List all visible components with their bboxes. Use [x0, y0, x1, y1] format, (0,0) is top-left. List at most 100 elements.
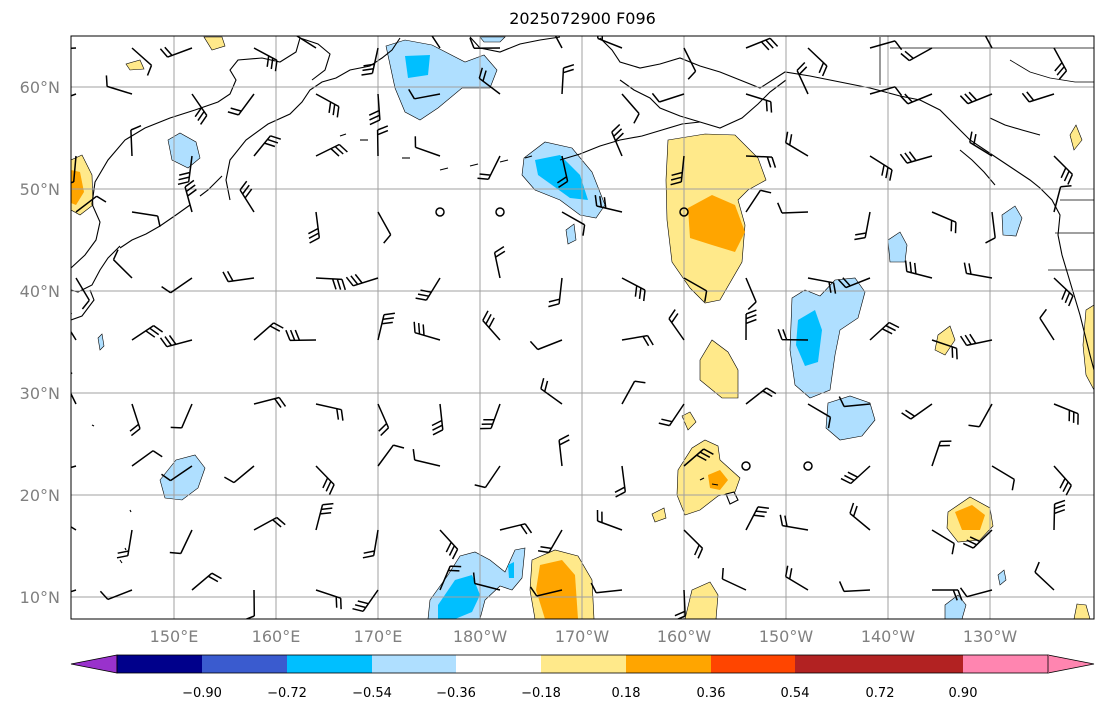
wind-barb: [745, 506, 769, 531]
wind-barb: [904, 260, 933, 279]
wind-barb: [116, 529, 133, 559]
wind-barb: [224, 465, 255, 484]
wind-barb: [75, 277, 90, 310]
lon-label-180w: 180°W: [453, 627, 508, 646]
wind-barb: [807, 403, 832, 429]
lat-label-20n: 20°N: [20, 486, 60, 505]
wind-barb: [71, 47, 77, 50]
wind-barb: [71, 93, 77, 97]
wind-barb: [674, 589, 686, 619]
latitude-labels: 60°N 50°N 40°N 30°N 20°N 10°N: [20, 78, 60, 607]
lon-label-170w: 170°W: [555, 627, 610, 646]
wind-barb: [721, 567, 747, 591]
wind-barb: [837, 277, 871, 289]
wind-barb: [169, 529, 193, 555]
map-title: 2025072900 F096: [509, 9, 656, 28]
colorbar-swatch: [626, 655, 712, 673]
wind-barb: [244, 589, 256, 619]
wind-barb: [131, 450, 163, 467]
wind-barb: [408, 89, 441, 100]
wind-barb: [651, 92, 685, 103]
wind-barb: [869, 321, 900, 341]
colorbar-label: −0.18: [521, 686, 561, 701]
wind-barb: [1053, 47, 1068, 80]
wind-barb: [807, 47, 828, 77]
wind-barb: [222, 270, 255, 283]
colorbar-label: 0.72: [866, 686, 895, 701]
wind-barb: [968, 403, 993, 428]
calm-wind-marker: [803, 461, 813, 471]
calm-wind-marker: [679, 207, 689, 217]
wind-barb: [131, 47, 153, 76]
wind-barb: [899, 151, 933, 164]
wind-barb: [377, 211, 392, 244]
wind-barb: [959, 333, 993, 347]
wind-barb: [239, 180, 255, 213]
wind-barb: [71, 312, 77, 341]
calm-wind-marker: [741, 461, 751, 471]
wind-barb: [556, 155, 569, 189]
wind-barb: [777, 329, 809, 341]
wind-barb: [472, 572, 501, 591]
wind-barb: [439, 529, 459, 560]
colorbar-swatch: [541, 655, 627, 673]
wind-barb: [469, 37, 501, 49]
wind-barb: [548, 277, 563, 308]
colorbar-swatch: [963, 655, 1049, 673]
wind-barb: [377, 403, 390, 437]
wind-barb: [482, 310, 501, 341]
wind-barb: [991, 465, 1016, 491]
wind-barb: [745, 155, 777, 168]
wind-barb: [777, 202, 809, 214]
wind-barb: [869, 86, 903, 97]
wind-barb: [1053, 499, 1066, 531]
wind-barb: [683, 277, 708, 302]
wind-barb: [594, 195, 623, 213]
wind-barb: [963, 262, 993, 279]
wind-barb: [159, 46, 193, 58]
wind-barb: [71, 155, 77, 184]
wind-barb: [1021, 91, 1055, 103]
wind-barb: [668, 309, 685, 341]
wind-barb: [253, 396, 287, 409]
wind-barb: [899, 93, 933, 105]
lat-label-50n: 50°N: [20, 180, 60, 199]
wind-barb: [931, 440, 952, 467]
wind-barb: [784, 131, 809, 157]
wind-barb: [558, 434, 570, 467]
lon-label-140w: 140°W: [861, 627, 916, 646]
wind-barb: [431, 36, 441, 49]
wind-barb: [838, 581, 871, 593]
wind-barb: [493, 245, 506, 279]
wind-barb: [75, 195, 107, 213]
wind-barb: [415, 277, 441, 301]
wind-barb: [315, 465, 335, 495]
wind-barb: [413, 321, 441, 341]
wind-barb: [131, 324, 164, 341]
colorbar-label: −0.54: [352, 686, 392, 701]
colorbar: −0.90 −0.72 −0.54 −0.36 −0.18 0.18 0.36 …: [70, 654, 1095, 701]
wind-barb: [477, 155, 501, 181]
wind-barb: [537, 529, 563, 554]
wind-barb: [621, 380, 646, 405]
wind-barb: [869, 155, 893, 181]
wind-barb: [253, 516, 286, 531]
wind-barb: [683, 529, 704, 559]
wind-barb: [253, 322, 284, 341]
wind-barb: [969, 131, 993, 157]
wind-barb: [900, 47, 933, 62]
calm-wind-marker: [495, 207, 505, 217]
wind-barb: [1034, 561, 1055, 591]
wind-barb: [779, 514, 809, 531]
wind-barb: [315, 403, 344, 421]
wind-barb: [621, 277, 646, 302]
wind-barb: [683, 448, 714, 467]
wind-barb: [796, 61, 809, 95]
lon-label-160e: 160°E: [252, 627, 301, 646]
colorbar-label: −0.72: [267, 686, 307, 701]
wind-barb: [71, 526, 77, 531]
wind-barb: [745, 189, 772, 213]
wind-barb: [840, 465, 871, 485]
wind-barb: [931, 211, 957, 234]
wind-barb: [985, 211, 996, 244]
